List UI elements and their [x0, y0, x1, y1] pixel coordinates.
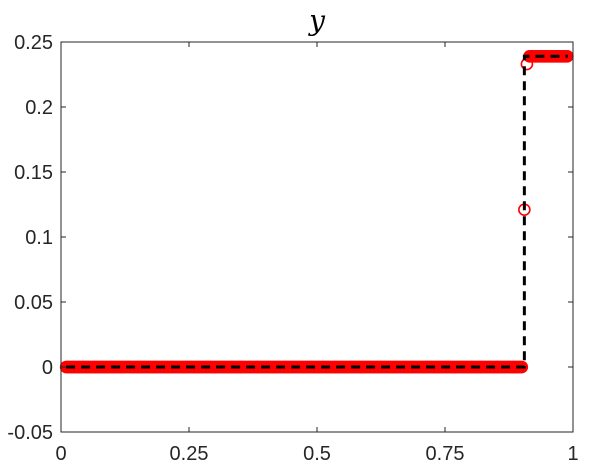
series-layer	[59, 49, 574, 374]
x-tick-label: 0.75	[426, 443, 465, 465]
data-point-marker	[520, 57, 534, 71]
x-tick-label: 0	[55, 443, 66, 465]
y-tick-label: 0.15	[14, 162, 53, 184]
plot-background	[61, 42, 573, 432]
reference-dashed-line	[66, 54, 568, 369]
x-tick-label: 0.5	[303, 443, 331, 465]
y-tick-label: 0.25	[14, 32, 53, 54]
y-tick-label: 0.1	[25, 227, 53, 249]
y-tick-label: 0	[42, 357, 53, 379]
x-tick-label: 0.25	[170, 443, 209, 465]
chart-title: y	[307, 4, 326, 37]
y-tick-label: -0.05	[7, 422, 53, 444]
y-tick-label: 0.05	[14, 292, 53, 314]
x-tick-label: 1	[567, 443, 578, 465]
y-tick-label: 0.2	[25, 97, 53, 119]
